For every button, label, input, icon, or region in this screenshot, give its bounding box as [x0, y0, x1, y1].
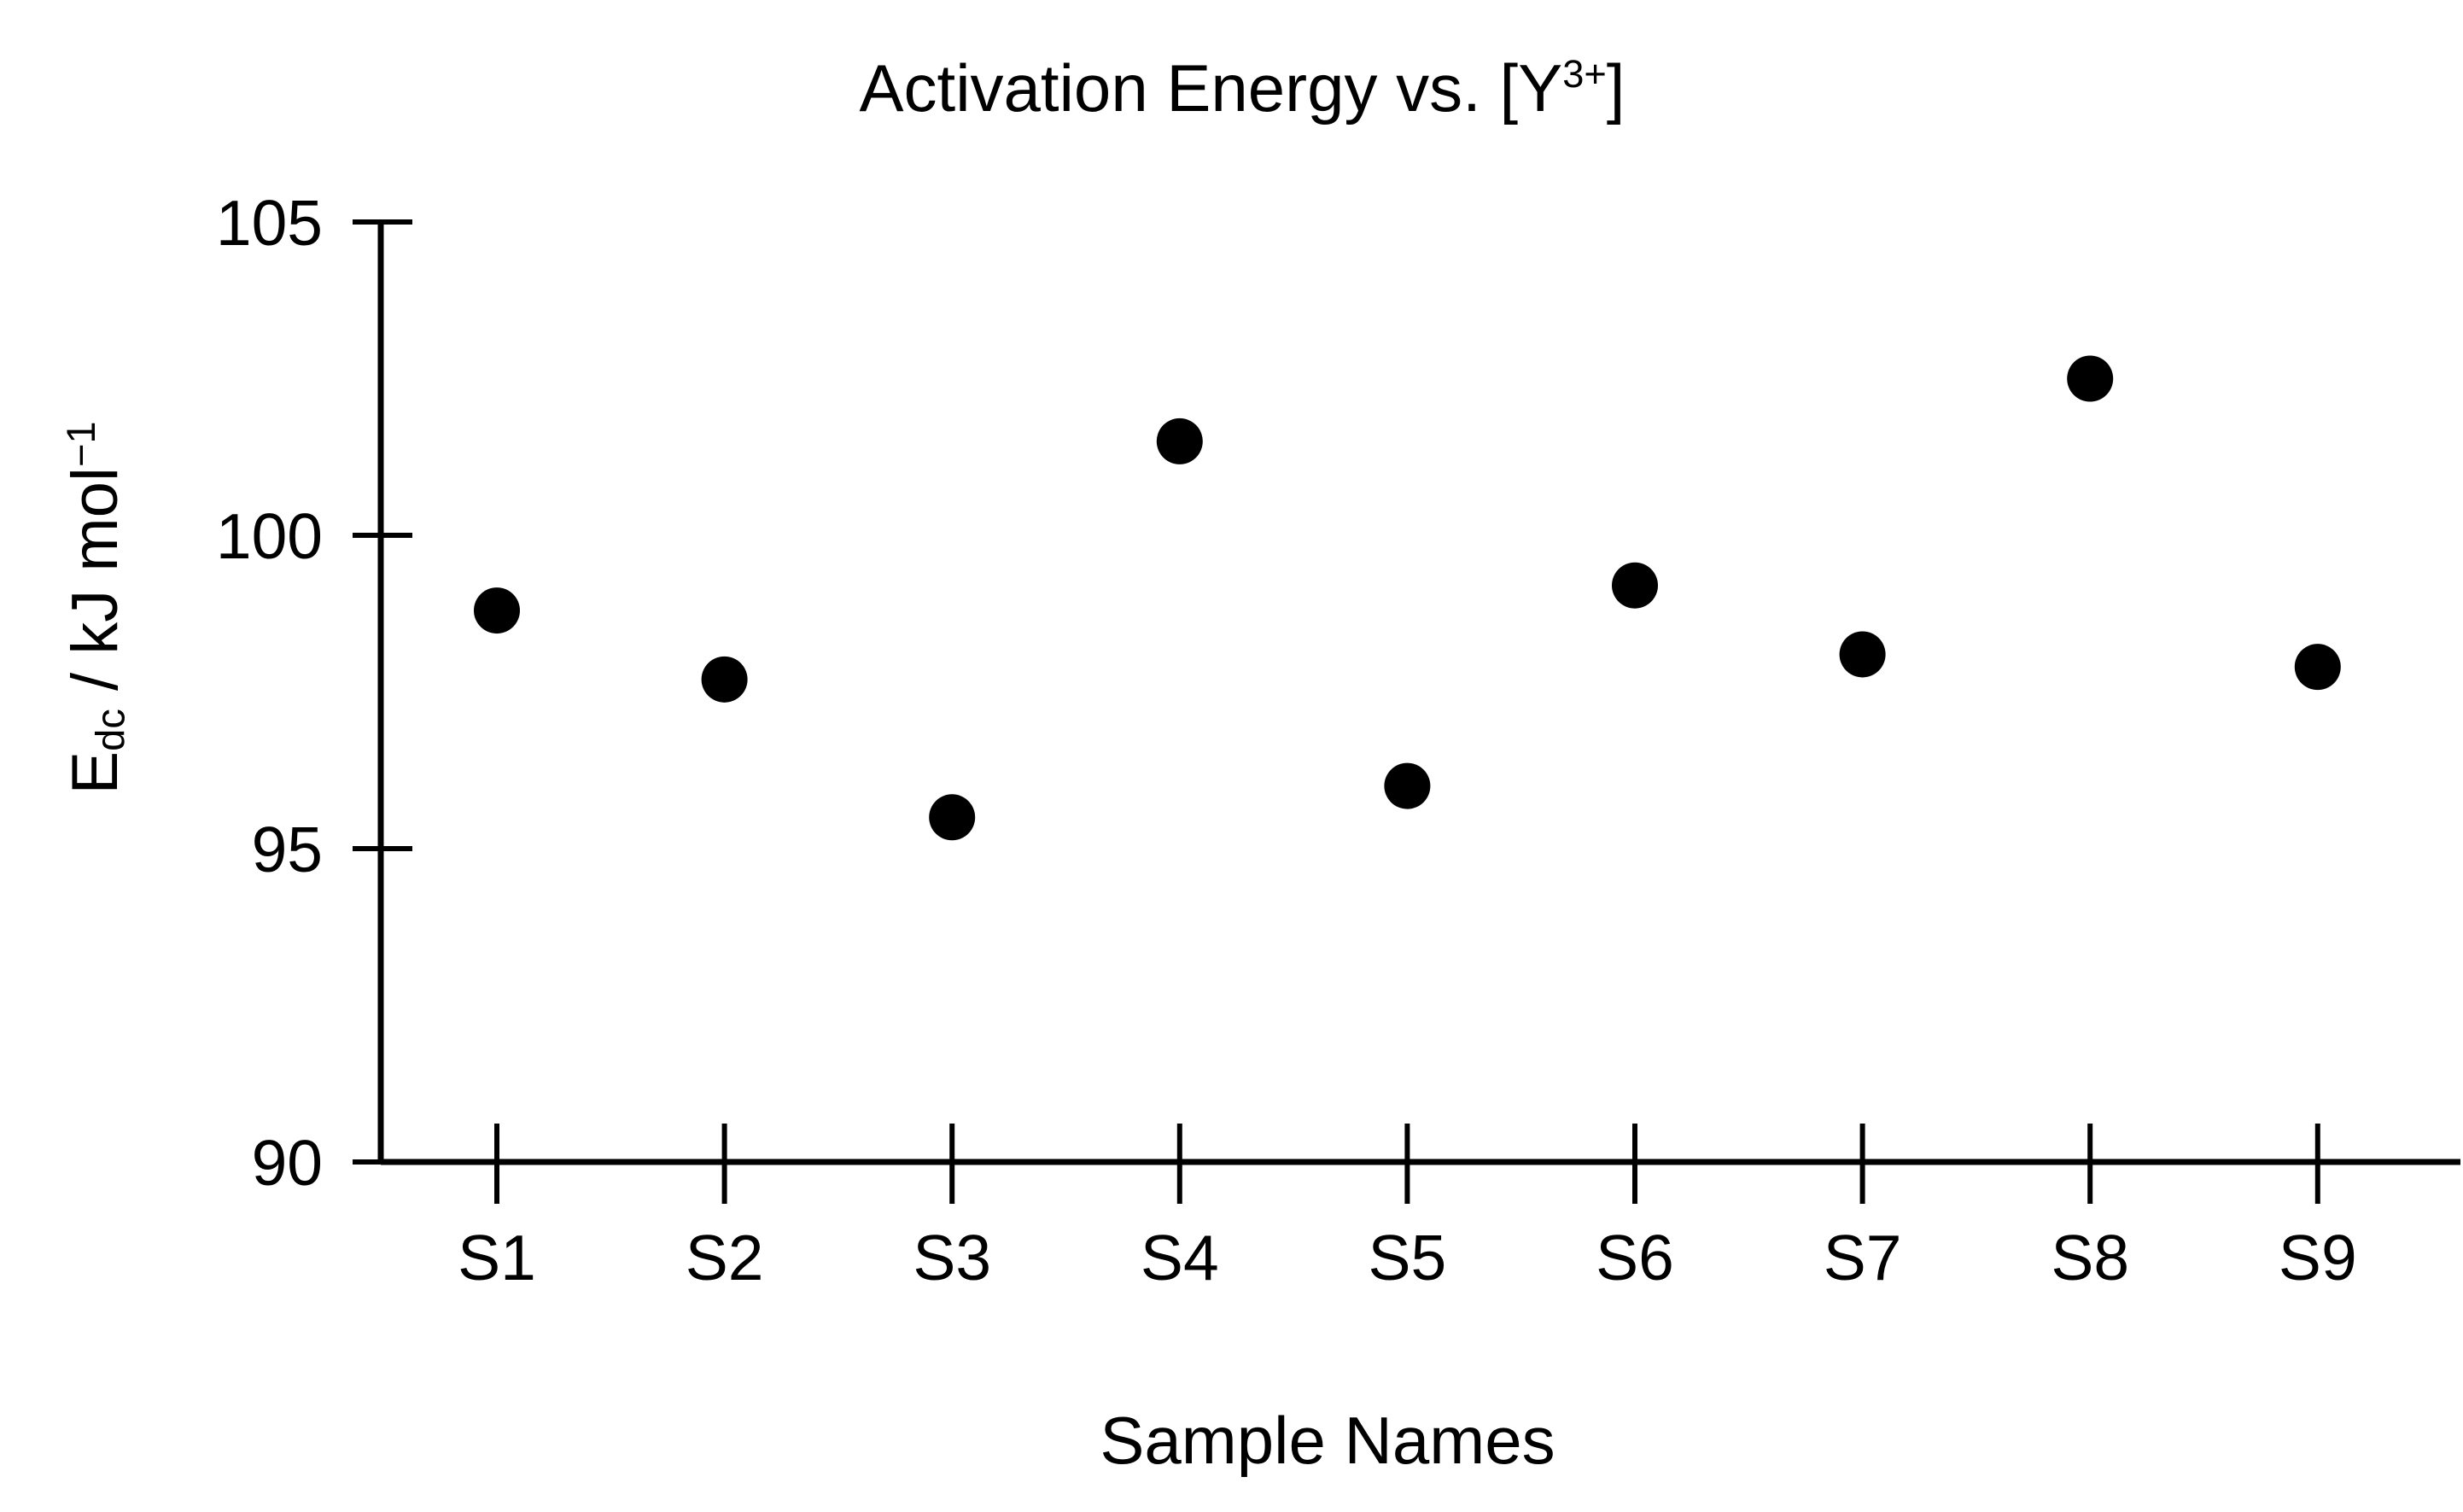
y-tick-label-95: 95: [252, 814, 323, 885]
chart-title-text: Activation Energy vs. [Y: [859, 50, 1563, 126]
x-tick-label-S3: S3: [913, 1222, 991, 1293]
data-point-S3: [929, 794, 976, 841]
y-axis-label-units: / kJ mol: [59, 467, 131, 709]
data-point-S1: [474, 587, 520, 634]
x-tick-label-S4: S4: [1141, 1222, 1219, 1293]
chart-title: Activation Energy vs. [Y3+]: [860, 55, 1625, 121]
chart-title-superscript: 3+: [1562, 51, 1607, 96]
x-tick-label-S7: S7: [1824, 1222, 1902, 1293]
x-tick-label-S6: S6: [1596, 1222, 1674, 1293]
x-tick-label-S1: S1: [458, 1222, 536, 1293]
data-point-S5: [1384, 762, 1431, 809]
y-axis-label-exponent: −1: [58, 421, 104, 468]
y-axis-label-subscript: dc: [87, 709, 133, 751]
x-tick-label-S2: S2: [686, 1222, 764, 1293]
y-tick-label-100: 100: [216, 500, 323, 572]
y-axis-label: Edc / kJ mol−1: [58, 421, 132, 794]
y-axis-label-symbol: E: [59, 750, 131, 795]
x-tick-label-S9: S9: [2279, 1222, 2357, 1293]
y-tick-label-105: 105: [216, 187, 323, 259]
data-point-S6: [1612, 562, 1658, 609]
data-point-S7: [1839, 631, 1886, 678]
data-point-S2: [701, 656, 748, 703]
x-axis-label: Sample Names: [1100, 1403, 1555, 1478]
y-tick-label-90: 90: [252, 1127, 323, 1199]
data-point-S8: [2067, 355, 2114, 402]
data-point-S9: [2294, 644, 2341, 691]
data-point-S4: [1156, 417, 1203, 464]
chart-title-close-bracket: ]: [1606, 50, 1625, 126]
x-tick-label-S5: S5: [1369, 1222, 1447, 1293]
x-tick-label-S8: S8: [2051, 1222, 2129, 1293]
